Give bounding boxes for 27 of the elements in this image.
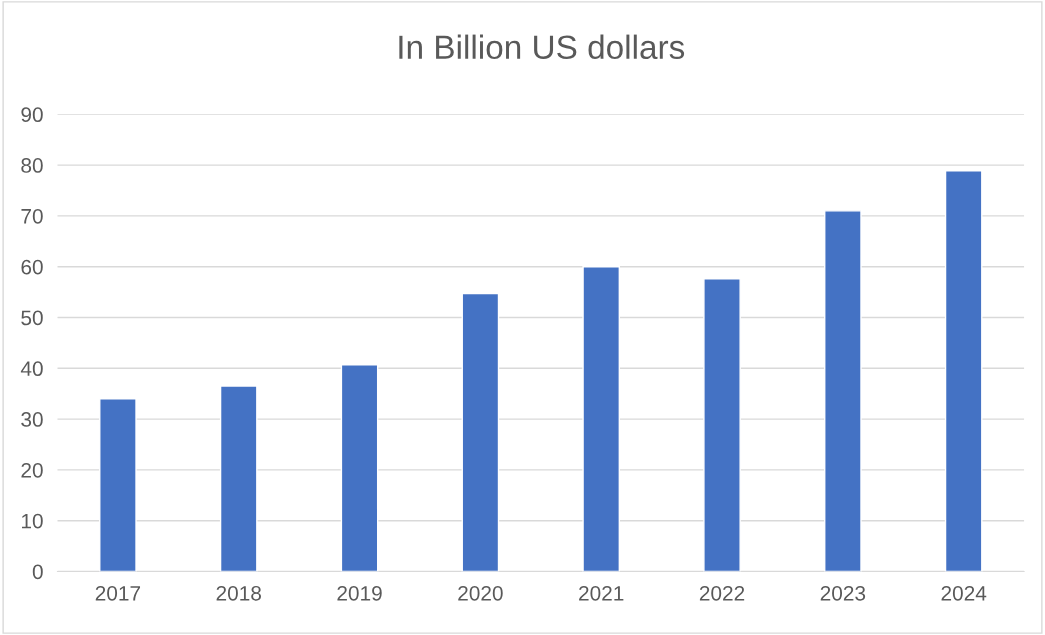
y-tick-label: 90 [21,107,43,123]
x-tick-label: 2019 [337,585,382,601]
bar [461,292,500,572]
bar [944,169,983,572]
y-tick-label: 40 [20,361,43,377]
y-tick-label: 60 [21,259,43,275]
bar [824,210,862,572]
bar [582,266,621,572]
bar [99,398,137,572]
x-tick-label: 2018 [216,585,261,601]
x-tick-label: 2022 [699,585,745,601]
bar [340,364,379,572]
bar [219,385,258,572]
y-tick-label: 10 [22,513,43,529]
x-tick-label: 2024 [941,585,987,601]
x-tick-label: 2021 [579,585,624,601]
x-tick-label: 2020 [458,585,503,601]
y-tick-label: 50 [21,310,43,326]
y-tick-label: 0 [32,564,43,580]
x-tick-label: 2017 [95,585,141,601]
y-tick-label: 30 [21,412,43,427]
y-tick-label: 20 [21,462,43,478]
y-tick-label: 70 [21,208,43,224]
chart-title: In Billion US dollars [399,34,685,60]
x-tick-label: 2023 [820,585,866,601]
bar [703,278,741,572]
y-tick-label: 80 [21,158,43,173]
